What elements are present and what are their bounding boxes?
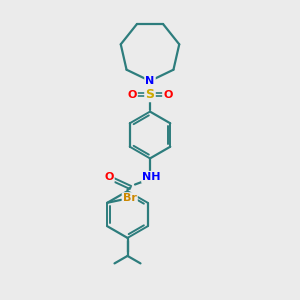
Text: O: O [163,89,173,100]
Text: Br: Br [123,193,137,203]
Text: O: O [127,89,137,100]
Text: NH: NH [142,172,161,182]
Text: S: S [146,88,154,101]
Text: N: N [146,76,154,86]
Text: O: O [104,172,114,182]
